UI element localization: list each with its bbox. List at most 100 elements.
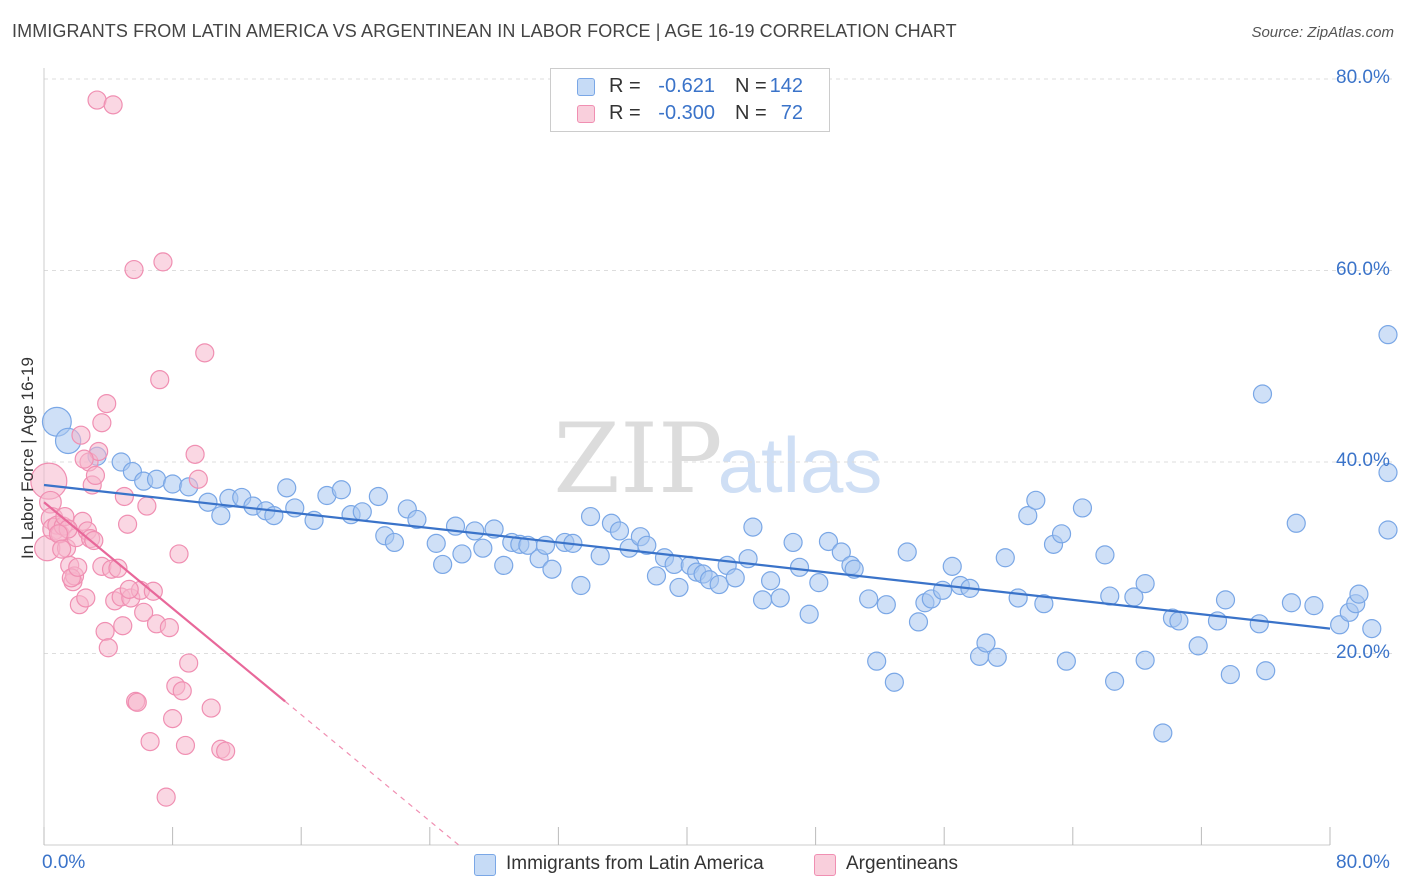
data-point <box>818 531 839 552</box>
data-point <box>1051 524 1072 544</box>
trend-line-blue <box>43 483 1331 630</box>
data-point <box>1188 636 1208 656</box>
data-point <box>85 465 106 486</box>
data-point <box>352 502 372 522</box>
data-point <box>465 521 485 541</box>
data-point <box>752 590 773 610</box>
data-point <box>68 557 88 577</box>
data-point <box>1249 614 1269 634</box>
legend-swatch-pink <box>577 105 595 123</box>
y-tick-label: 80.0% <box>1336 67 1390 88</box>
data-point <box>52 539 72 559</box>
data-point <box>159 618 179 638</box>
data-point <box>426 533 446 553</box>
data-point <box>859 589 879 609</box>
data-point <box>172 681 192 701</box>
data-point <box>760 571 781 591</box>
chart-source: Source: ZipAtlas.com <box>1251 24 1394 41</box>
trend-line-pink-extension <box>284 700 460 846</box>
data-point <box>195 343 215 363</box>
data-point <box>1378 520 1398 540</box>
data-point <box>1349 584 1369 604</box>
data-point <box>119 579 139 599</box>
data-point <box>669 577 689 598</box>
data-point <box>113 616 133 636</box>
data-point <box>494 555 514 576</box>
data-point <box>1281 593 1302 613</box>
data-point <box>169 544 189 564</box>
legend-n-value: 142 <box>769 75 803 97</box>
data-point <box>98 638 118 658</box>
data-point <box>484 519 504 539</box>
data-point <box>1378 462 1398 483</box>
data-point <box>1135 650 1155 670</box>
data-point <box>407 509 427 530</box>
bottom-legend-swatch-pink <box>814 854 836 876</box>
watermark-atlas: atlas <box>718 421 883 509</box>
data-point <box>473 538 493 558</box>
data-point <box>1153 723 1173 743</box>
data-point <box>1286 513 1306 533</box>
data-point <box>1072 498 1093 518</box>
data-point <box>1008 588 1028 608</box>
data-point <box>1026 490 1046 510</box>
data-point <box>609 521 630 541</box>
data-point <box>897 542 917 562</box>
data-point <box>95 621 115 642</box>
data-point <box>127 692 147 712</box>
legend-row-pink: R = -0.300 N = 72 <box>551 101 829 127</box>
data-point <box>831 542 851 562</box>
data-point <box>140 731 160 752</box>
data-point <box>153 252 173 272</box>
data-point <box>908 612 929 632</box>
series-immigrants-latin-america <box>41 325 1398 743</box>
data-point <box>1095 545 1115 565</box>
axes <box>43 68 1331 846</box>
data-point <box>103 95 123 115</box>
data-point <box>134 602 154 622</box>
data-point <box>146 469 167 489</box>
watermark-zip: ZIP <box>553 403 722 515</box>
legend-n-label: N = <box>735 102 767 124</box>
data-point <box>876 595 896 615</box>
data-point <box>185 444 205 464</box>
data-point <box>1362 619 1382 639</box>
legend-r-value: -0.621 <box>658 75 715 97</box>
data-point <box>71 425 91 445</box>
data-point <box>211 506 231 526</box>
legend-swatch-blue <box>577 78 595 96</box>
data-point <box>1256 661 1276 681</box>
data-point <box>789 557 810 577</box>
data-point <box>590 546 610 566</box>
legend-r-label: R = <box>609 75 641 97</box>
data-point <box>580 506 601 527</box>
data-point <box>452 544 472 564</box>
data-point <box>1056 651 1076 671</box>
data-point <box>201 698 221 718</box>
data-point <box>783 532 803 553</box>
data-point <box>76 588 96 608</box>
data-point <box>277 478 297 498</box>
data-point <box>74 449 94 469</box>
data-point <box>1220 664 1240 685</box>
data-point <box>1252 384 1273 404</box>
trend-line-pink <box>43 501 286 703</box>
data-point <box>92 413 112 433</box>
data-point <box>1304 596 1324 616</box>
data-point <box>433 554 453 575</box>
data-point <box>799 604 819 624</box>
data-point <box>1169 611 1189 631</box>
data-point <box>331 480 351 500</box>
bottom-legend-swatch-blue <box>474 854 496 876</box>
data-point <box>156 787 176 807</box>
data-point <box>1135 574 1155 594</box>
data-point <box>637 535 657 555</box>
data-point <box>1034 594 1054 614</box>
bottom-legend-label-blue: Immigrants from Latin America <box>506 853 764 874</box>
data-point <box>725 568 745 588</box>
data-point <box>743 517 763 537</box>
data-point <box>163 474 183 494</box>
correlation-legend: R = -0.621 N = 142 R = -0.300 N = 72 <box>550 68 830 132</box>
